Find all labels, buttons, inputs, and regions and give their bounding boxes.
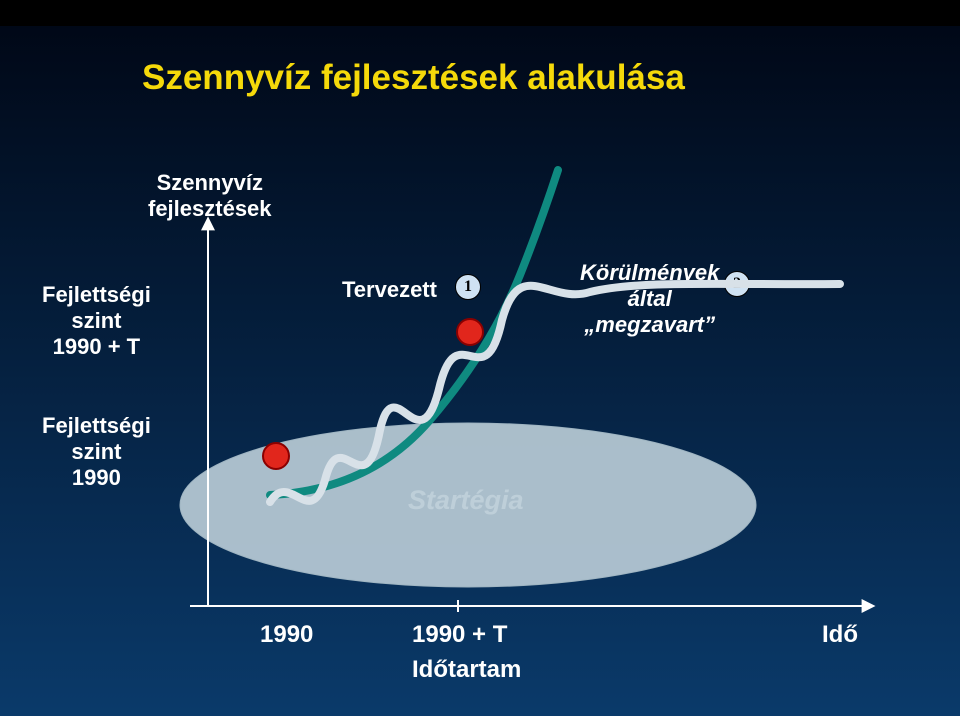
slide: Szennyvíz fejlesztések alakulása Szennyv… <box>0 0 960 716</box>
dot-1 <box>457 319 483 345</box>
label-korulmenyek: Körülmények által „megzavart” <box>580 260 719 338</box>
disturbed-curve <box>270 284 840 502</box>
x-tick-1990: 1990 <box>260 621 313 649</box>
y-axis-label-low: Fejlettségi szint 1990 <box>42 413 151 491</box>
label-tervezett: Tervezett <box>342 277 437 303</box>
marker-2: 2 <box>724 271 750 297</box>
dot-0 <box>263 443 289 469</box>
x-tick-1990t: 1990 + T <box>412 621 507 649</box>
y-axis-label-top: Szennyvíz fejlesztések <box>148 170 272 222</box>
marker-1: 1 <box>455 274 481 300</box>
label-startegia: Startégia <box>408 485 524 516</box>
slide-title: Szennyvíz fejlesztések alakulása <box>142 58 685 98</box>
top-stripe <box>0 0 960 26</box>
y-axis-label-mid: Fejlettségi szint 1990 + T <box>42 282 151 360</box>
x-label-end: Idő <box>822 621 858 649</box>
planned-curve <box>270 170 558 495</box>
x-label-bottom: Időtartam <box>412 656 521 684</box>
